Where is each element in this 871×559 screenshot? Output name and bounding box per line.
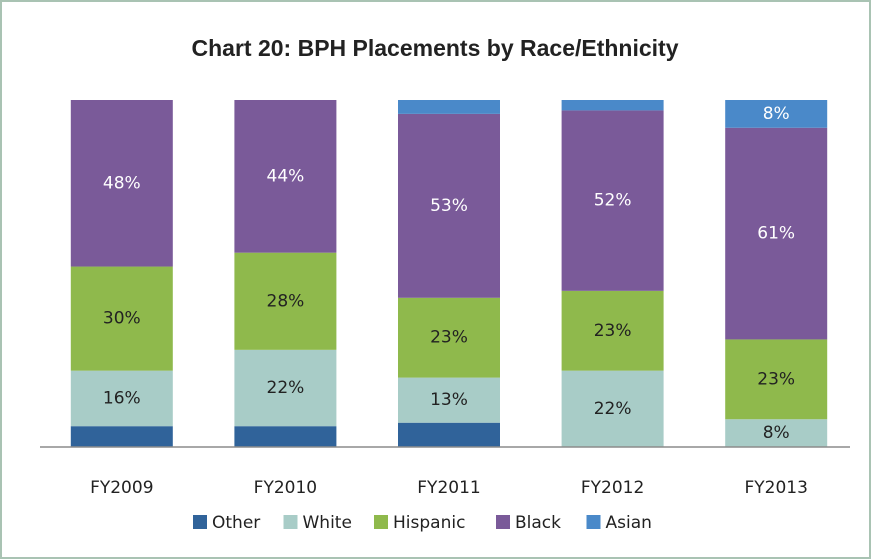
data-label: 13% (430, 390, 468, 410)
data-label: 22% (594, 399, 632, 419)
data-label: 44% (267, 166, 305, 186)
x-tick-label: FY2012 (581, 478, 644, 498)
data-label: 23% (594, 321, 632, 341)
bar-segment (725, 127, 828, 340)
legend-swatch (496, 515, 510, 529)
legend-swatch (586, 515, 601, 529)
data-label: 8% (763, 423, 790, 443)
data-label: 23% (430, 328, 468, 348)
bar-segment (70, 266, 173, 371)
data-label: 8% (763, 104, 790, 124)
legend-label: Asian (606, 513, 652, 533)
x-tick-label: FY2011 (417, 478, 480, 498)
x-tick-label: FY2009 (90, 478, 153, 498)
bar-segment (725, 100, 828, 128)
bar-segment (398, 377, 500, 423)
bar-segment (561, 100, 664, 111)
bar-segment (725, 339, 828, 420)
legend-swatch (193, 515, 207, 529)
data-label: 61% (757, 224, 795, 244)
data-label: 16% (103, 388, 141, 408)
data-label: 30% (103, 309, 141, 329)
x-tick-label: FY2010 (254, 478, 317, 498)
data-label: 23% (757, 369, 795, 389)
bar-segment (234, 252, 337, 350)
bar-segment (70, 370, 173, 427)
bar-segment (398, 100, 500, 114)
legend-label: White (303, 513, 352, 533)
legend-label: Hispanic (393, 513, 465, 533)
bar-segment (561, 110, 664, 291)
x-tick-label: FY2013 (744, 478, 807, 498)
bar-segment (561, 290, 664, 371)
legend-swatch (374, 515, 388, 529)
data-label: 22% (267, 378, 305, 398)
bar-segment (725, 419, 828, 447)
data-label: 48% (103, 173, 141, 193)
bar-segment (398, 297, 500, 378)
data-label: 53% (430, 196, 468, 216)
bar-segment (561, 370, 664, 447)
bar-segment (398, 113, 500, 298)
legend-label: Black (515, 513, 561, 533)
data-label: 52% (594, 191, 632, 211)
chart-title: Chart 20: BPH Placements by Race/Ethnici… (192, 35, 679, 61)
bar-segment (234, 349, 337, 427)
legend-label: Other (212, 513, 260, 533)
data-label: 28% (267, 291, 305, 311)
bar-segment (70, 426, 173, 447)
bar-segment (234, 426, 337, 447)
bar-segment (70, 100, 173, 267)
legend-swatch (283, 515, 298, 529)
bar-segment (234, 100, 337, 253)
bar-segment (398, 422, 500, 447)
